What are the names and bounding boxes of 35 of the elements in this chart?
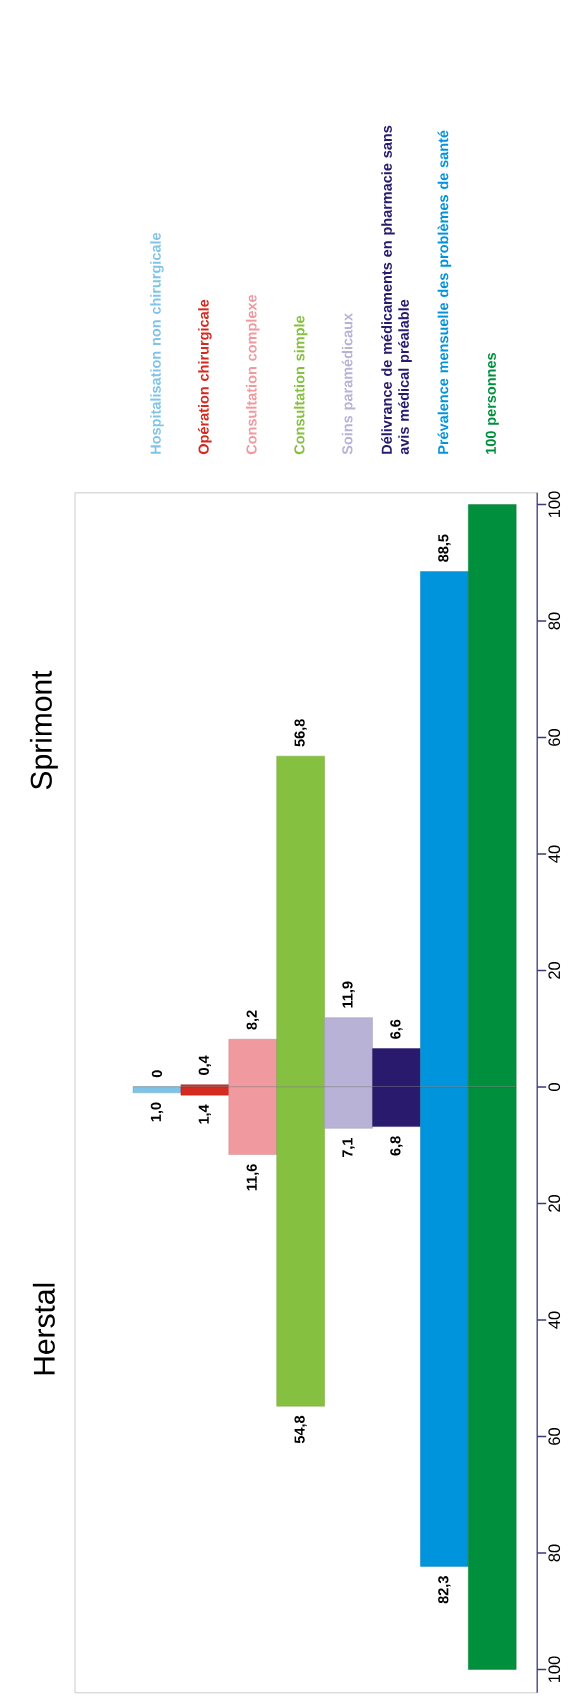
x-tick-label: 100 personnes xyxy=(485,353,499,454)
y-tick-label: 100 xyxy=(548,1656,561,1682)
y-tick-label: 40 xyxy=(548,845,561,863)
x-tick-label: Consultation complexe xyxy=(245,294,260,455)
data-label: 54,8 xyxy=(294,1415,307,1444)
x-tick-label: Soins paramédicaux xyxy=(341,313,356,455)
y-tick-label: 80 xyxy=(548,612,561,630)
data-label: 11,6 xyxy=(246,1164,259,1191)
data-label: 8,2 xyxy=(246,1010,259,1030)
data-label: 0,4 xyxy=(198,1055,212,1075)
y-tick-label: 20 xyxy=(548,961,561,979)
text: Sprimont xyxy=(29,670,58,790)
data-label: 6,8 xyxy=(390,1136,403,1156)
x-tick-label: Délivrance de médicaments en pharmacie sans avis médical préalable xyxy=(381,125,412,455)
y-tick-label: 40 xyxy=(548,1311,561,1329)
data-label: 11,9 xyxy=(342,981,355,1008)
data-label: 82,3 xyxy=(438,1576,451,1604)
data-label: 1,4 xyxy=(198,1104,211,1124)
y-tick-label: 60 xyxy=(548,728,561,746)
y-tick-label: 80 xyxy=(548,1544,561,1562)
x-tick-label: Opération chirurgicale xyxy=(198,299,212,455)
x-tick-label: Consultation simple xyxy=(293,315,308,455)
data-label: 0 xyxy=(151,1070,163,1078)
x-tick-label: Prévalence mensuelle des problèmes de santé xyxy=(437,130,452,454)
y-tick-label: 0 xyxy=(548,1083,561,1091)
data-label: 6,6 xyxy=(390,1019,403,1039)
data-label: 7,1 xyxy=(342,1137,355,1158)
y-tick-label: 60 xyxy=(548,1427,561,1445)
data-label: 1,0 xyxy=(150,1102,164,1122)
x-tick-label: Hospitalisation non chirurgicale xyxy=(150,232,164,454)
data-label: 56,8 xyxy=(294,719,307,747)
data-label: 88,5 xyxy=(438,534,451,562)
y-tick-label: 100 xyxy=(548,491,561,517)
text: Herstal xyxy=(32,1283,55,1375)
y-tick-label: 20 xyxy=(548,1194,561,1212)
